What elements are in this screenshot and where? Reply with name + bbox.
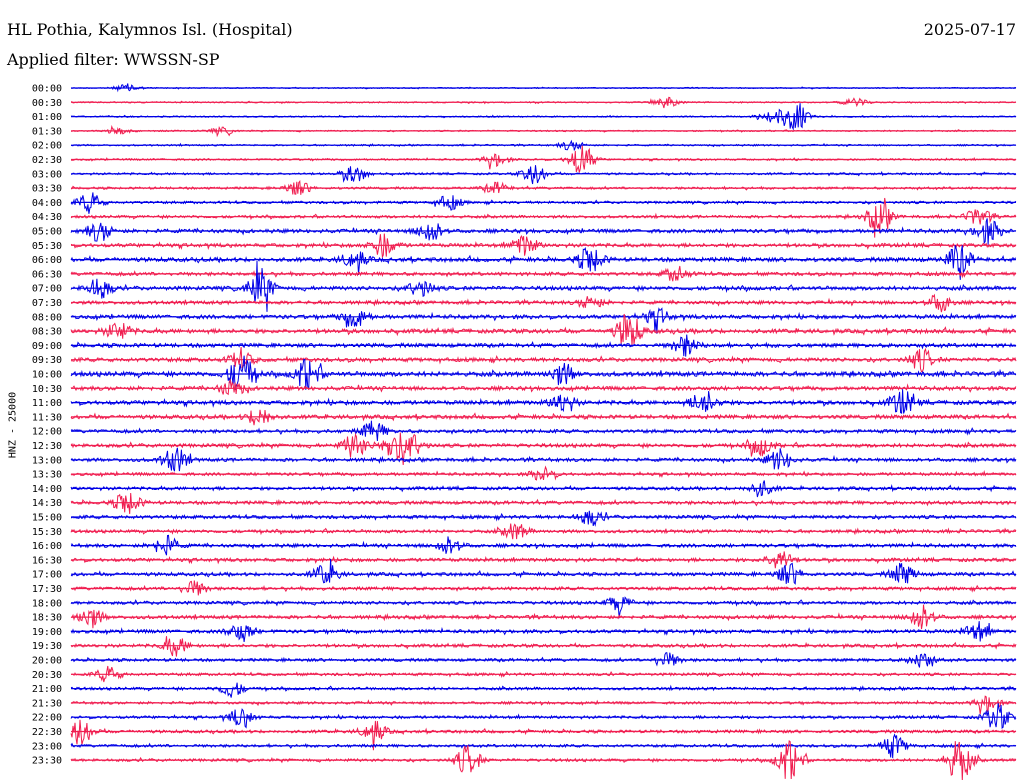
trace-line — [71, 510, 1017, 527]
time-tick-label: 16:00 — [32, 541, 62, 552]
time-tick-label: 02:30 — [32, 155, 62, 166]
time-tick-label: 23:30 — [32, 756, 62, 767]
time-tick-label: 13:00 — [32, 455, 62, 466]
time-tick-label: 19:30 — [32, 641, 62, 652]
trace-line — [70, 389, 1017, 414]
time-tick-label: 00:30 — [32, 98, 62, 109]
time-tick-label: 17:00 — [32, 570, 62, 581]
filter-label: Applied filter: WWSSN-SP — [7, 50, 220, 69]
trace-line — [70, 197, 1017, 238]
time-tick-label: 20:00 — [32, 656, 62, 667]
trace-line — [70, 492, 1017, 514]
trace-line — [70, 192, 1017, 214]
trace-line — [70, 596, 1017, 619]
time-tick-label: 15:30 — [32, 527, 62, 538]
time-tick-label: 11:00 — [32, 398, 62, 409]
time-tick-label: 10:30 — [32, 384, 62, 395]
trace-line — [70, 733, 1017, 759]
time-tick-label: 00:00 — [32, 84, 62, 95]
trace-line — [70, 233, 1017, 259]
time-tick-label: 21:00 — [32, 684, 62, 695]
time-tick-label: 17:30 — [32, 584, 62, 595]
time-tick-label: 03:00 — [32, 169, 62, 180]
time-tick-label: 14:00 — [32, 484, 62, 495]
time-tick-label: 16:30 — [32, 555, 62, 566]
time-tick-label: 13:30 — [32, 470, 62, 481]
time-tick-label: 18:30 — [32, 613, 62, 624]
time-tick-label: 09:30 — [32, 355, 62, 366]
time-tick-label: 05:30 — [32, 241, 62, 252]
time-tick-label: 12:30 — [32, 441, 62, 452]
trace-line — [70, 346, 1017, 373]
trace-line — [70, 378, 1017, 396]
time-tick-label: 01:00 — [32, 112, 62, 123]
trace-line — [71, 293, 1017, 313]
seismic-traces — [70, 83, 1017, 780]
time-tick-label: 08:00 — [32, 312, 62, 323]
time-tick-label: 22:00 — [32, 713, 62, 724]
trace-line — [71, 165, 1017, 185]
trace-line — [70, 83, 1017, 93]
trace-line — [70, 260, 1017, 312]
time-tick-label: 20:30 — [32, 670, 62, 681]
trace-line — [70, 703, 1017, 730]
time-tick-label: 23:00 — [32, 741, 62, 752]
time-tick-labels: 00:00 00:30 01:00 01:30 02:00 02:30 03:00 03:30… — [32, 84, 62, 767]
time-tick-label: 14:30 — [32, 498, 62, 509]
time-tick-label: 06:30 — [32, 269, 62, 280]
trace-line — [70, 558, 1017, 585]
time-tick-label: 18:00 — [32, 598, 62, 609]
time-tick-label: 07:30 — [32, 298, 62, 309]
time-tick-label: 04:00 — [32, 198, 62, 209]
time-tick-label: 03:30 — [32, 184, 62, 195]
trace-line — [70, 682, 1017, 698]
time-tick-label: 01:30 — [32, 126, 62, 137]
trace-line — [70, 636, 1017, 657]
time-tick-label: 19:00 — [32, 627, 62, 638]
time-tick-label: 08:30 — [32, 327, 62, 338]
record-date: 2025-07-17 — [923, 20, 1016, 39]
time-tick-label: 21:30 — [32, 698, 62, 709]
time-tick-label: 11:30 — [32, 412, 62, 423]
time-tick-label: 04:30 — [32, 212, 62, 223]
trace-line — [70, 313, 1017, 346]
time-tick-label: 22:30 — [32, 727, 62, 738]
time-tick-label: 09:00 — [32, 341, 62, 352]
time-tick-label: 12:00 — [32, 427, 62, 438]
time-tick-label: 15:00 — [32, 513, 62, 524]
time-tick-label: 07:00 — [32, 284, 62, 295]
time-tick-label: 05:00 — [32, 227, 62, 238]
time-tick-label: 06:00 — [32, 255, 62, 266]
station-title: HL Pothia, Kalymnos Isl. (Hospital) — [7, 20, 293, 39]
trace-line — [70, 355, 1017, 390]
time-tick-label: 10:00 — [32, 370, 62, 381]
time-tick-label: 02:00 — [32, 141, 62, 152]
trace-line — [70, 465, 1017, 481]
trace-line — [70, 695, 1017, 715]
